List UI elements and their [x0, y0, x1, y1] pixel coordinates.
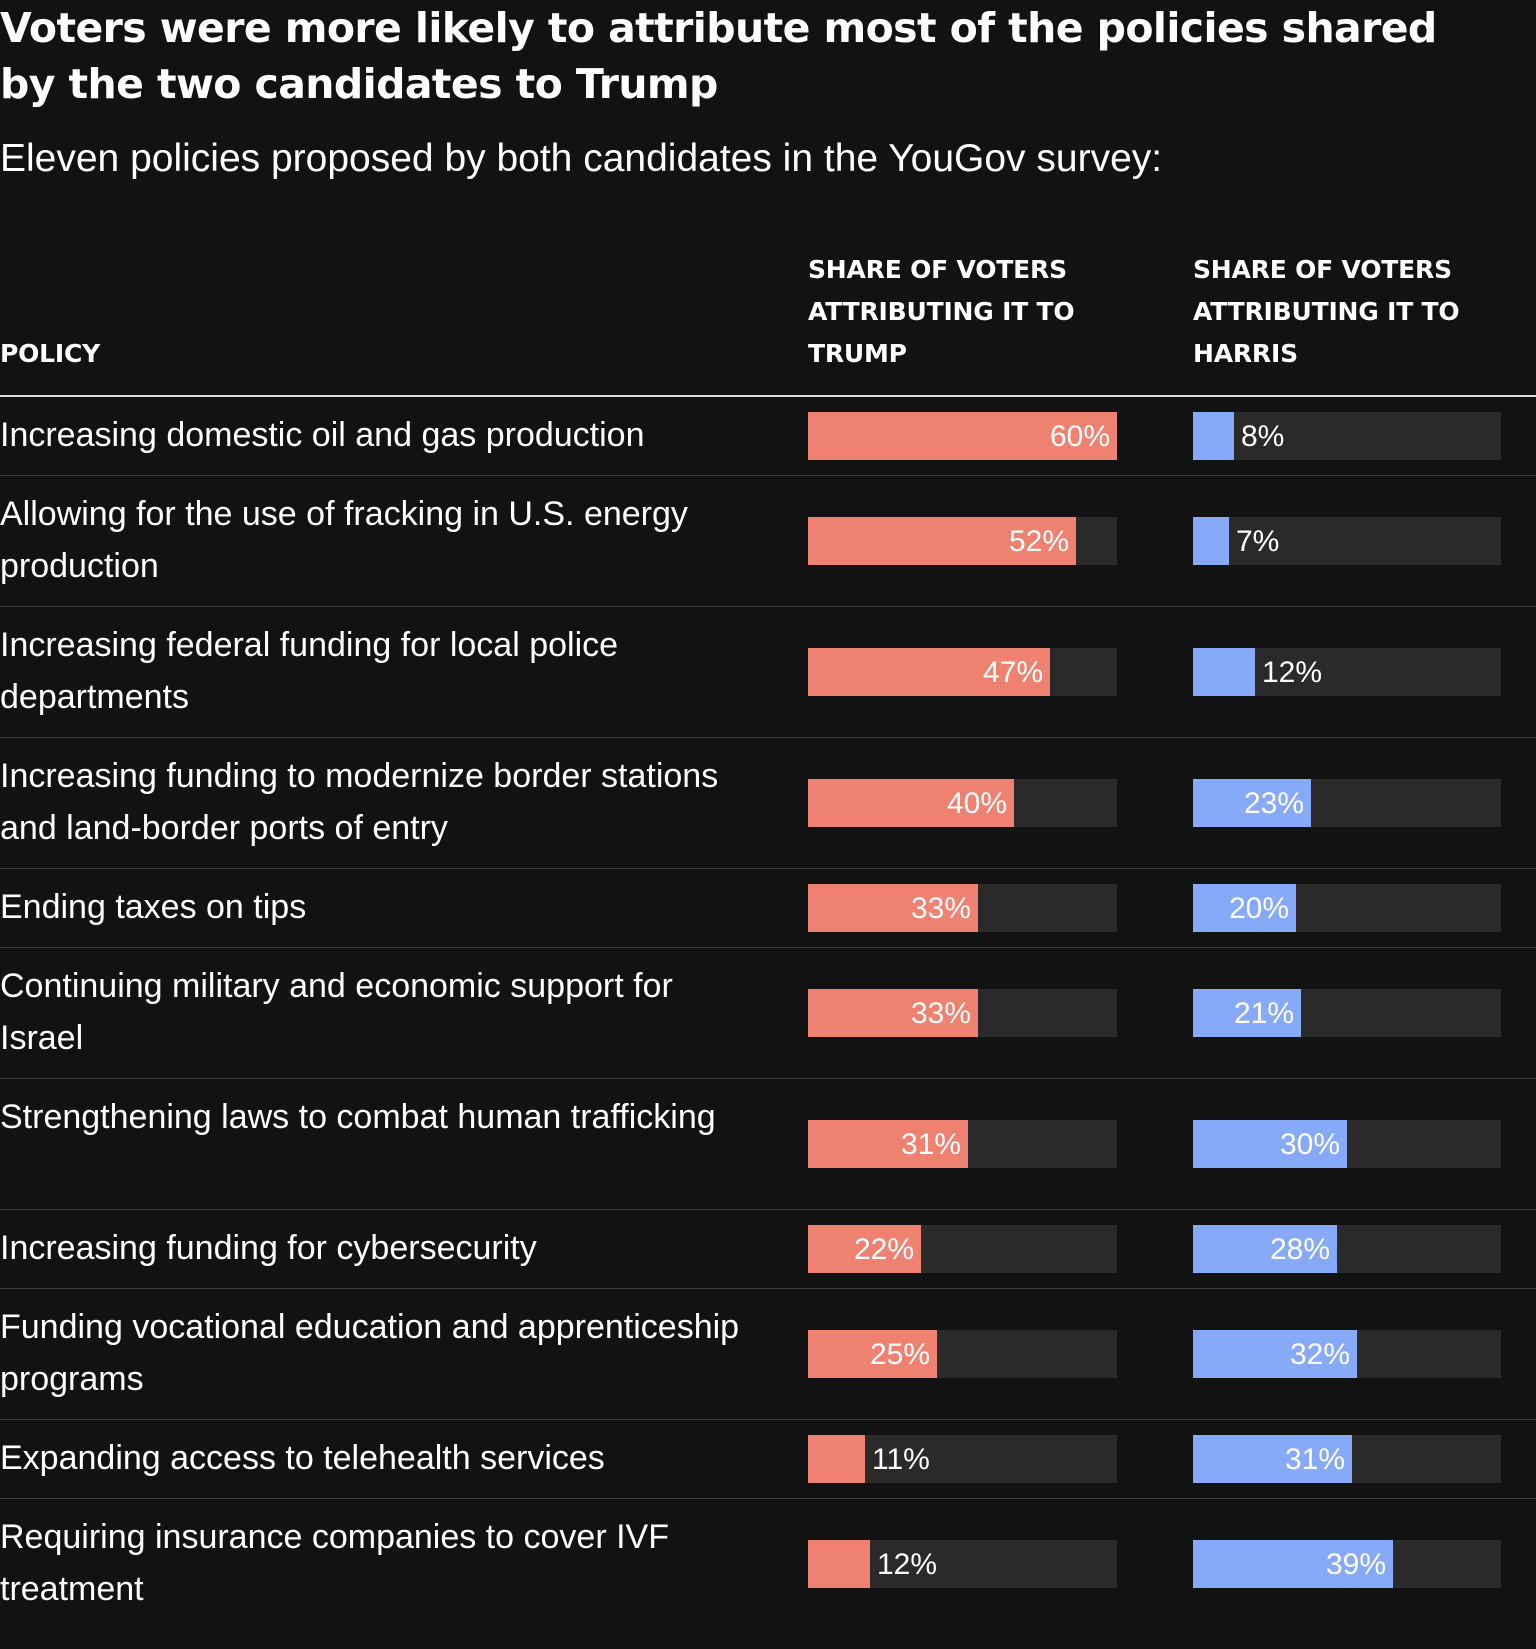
harris-bar-track: 32%	[1193, 1330, 1501, 1378]
trump-bar	[808, 884, 978, 932]
trump-bar	[808, 648, 1050, 696]
trump-bar	[808, 517, 1076, 565]
harris-bar-track: 30%	[1193, 1120, 1501, 1168]
harris-value-label: 39%	[1325, 1548, 1386, 1581]
harris-bar	[1193, 1120, 1347, 1168]
trump-value-label: 22%	[853, 1233, 914, 1266]
policy-label: Continuing military and economic support…	[0, 967, 673, 1057]
trump-bar-track: 52%	[808, 517, 1117, 565]
harris-value-label: 32%	[1289, 1338, 1350, 1371]
trump-bar-track: 11%	[808, 1435, 1117, 1483]
table-row: Requiring insurance companies to cover I…	[0, 1499, 1536, 1630]
policy-label: Increasing domestic oil and gas producti…	[0, 416, 645, 454]
trump-bar	[808, 1225, 921, 1273]
harris-bar-track: 7%	[1193, 517, 1501, 565]
harris-bar	[1193, 412, 1234, 460]
harris-bar	[1193, 1435, 1352, 1483]
trump-bar-track: 40%	[808, 779, 1117, 827]
harris-value-label: 12%	[1262, 656, 1323, 689]
trump-value-label: 31%	[900, 1128, 961, 1161]
harris-bar-track: 8%	[1193, 412, 1501, 460]
harris-bar	[1193, 1540, 1393, 1588]
trump-bar-track: 22%	[808, 1225, 1117, 1273]
harris-bar	[1193, 779, 1311, 827]
harris-bar	[1193, 517, 1229, 565]
harris-bar-track: 39%	[1193, 1540, 1501, 1588]
policy-label: Increasing funding for cybersecurity	[0, 1229, 537, 1267]
trump-bar	[808, 779, 1014, 827]
harris-bar-track: 12%	[1193, 648, 1501, 696]
chart-title: Voters were more likely to attribute mos…	[0, 4, 1437, 108]
trump-bar-track: 60%	[808, 412, 1117, 460]
policy-label: Strengthening laws to combat human traff…	[0, 1098, 716, 1136]
harris-value-label: 23%	[1243, 787, 1304, 820]
trump-value-label: 25%	[869, 1338, 930, 1371]
harris-value-label: 21%	[1233, 997, 1294, 1030]
harris-value-label: 31%	[1284, 1443, 1345, 1476]
harris-value-label: 28%	[1269, 1233, 1330, 1266]
harris-bar-track: 28%	[1193, 1225, 1501, 1273]
table-row: Increasing domestic oil and gas producti…	[0, 397, 1536, 476]
policy-label: Allowing for the use of fracking in U.S.…	[0, 495, 688, 585]
harris-value-label: 20%	[1228, 892, 1289, 925]
trump-bar-track: 25%	[808, 1330, 1117, 1378]
harris-bar	[1193, 648, 1255, 696]
harris-bar-track: 21%	[1193, 989, 1501, 1037]
table-row: Continuing military and economic support…	[0, 948, 1536, 1079]
table-row: Allowing for the use of fracking in U.S.…	[0, 476, 1536, 607]
trump-bar	[808, 412, 1117, 460]
trump-value-label: 33%	[910, 892, 971, 925]
harris-bar	[1193, 1225, 1337, 1273]
harris-bar	[1193, 1330, 1357, 1378]
table-row: Ending taxes on tips 33% 20%	[0, 869, 1536, 948]
harris-value-label: 7%	[1236, 525, 1280, 558]
policy-label: Ending taxes on tips	[0, 888, 307, 926]
harris-bar-track: 20%	[1193, 884, 1501, 932]
trump-bar-track: 47%	[808, 648, 1117, 696]
table-row: Increasing funding for cybersecurity 22% 2…	[0, 1210, 1536, 1289]
table-row: Expanding access to telehealth services 1…	[0, 1420, 1536, 1499]
chart-subtitle: Eleven policies proposed by both candida…	[0, 137, 1163, 180]
trump-bar	[808, 1435, 865, 1483]
table-row: Strengthening laws to combat human traff…	[0, 1079, 1536, 1210]
policy-label: Expanding access to telehealth services	[0, 1439, 605, 1477]
harris-bar-track: 31%	[1193, 1435, 1501, 1483]
table-row: Funding vocational education and apprent…	[0, 1289, 1536, 1420]
policy-label: Funding vocational education and apprent…	[0, 1308, 740, 1398]
table-row: Increasing funding to modernize border s…	[0, 738, 1536, 869]
trump-column-header: SHARE OF VOTERS ATTRIBUTING IT TO TRUMP	[808, 255, 1075, 368]
trump-value-label: 11%	[872, 1443, 930, 1476]
trump-bar	[808, 1120, 968, 1168]
harris-column-header: SHARE OF VOTERS ATTRIBUTING IT TO HARRIS	[1193, 255, 1460, 368]
header-divider	[0, 395, 1536, 397]
trump-value-label: 60%	[1049, 420, 1110, 453]
trump-bar-track: 33%	[808, 884, 1117, 932]
trump-value-label: 40%	[946, 787, 1007, 820]
table-row: Increasing federal funding for local pol…	[0, 607, 1536, 738]
trump-value-label: 33%	[910, 997, 971, 1030]
policy-column-header: POLICY	[0, 339, 101, 368]
trump-bar	[808, 989, 978, 1037]
trump-bar-track: 31%	[808, 1120, 1117, 1168]
policy-label: Requiring insurance companies to cover I…	[0, 1518, 669, 1608]
trump-value-label: 12%	[877, 1548, 938, 1581]
policy-table: Increasing domestic oil and gas producti…	[0, 397, 1536, 1630]
trump-value-label: 52%	[1008, 525, 1069, 558]
trump-bar-track: 12%	[808, 1540, 1117, 1588]
trump-bar	[808, 1540, 870, 1588]
harris-bar	[1193, 884, 1296, 932]
trump-value-label: 47%	[982, 656, 1043, 689]
trump-bar	[808, 1330, 937, 1378]
policy-label: Increasing federal funding for local pol…	[0, 626, 619, 716]
harris-value-label: 8%	[1241, 420, 1285, 453]
harris-bar-track: 23%	[1193, 779, 1501, 827]
harris-bar	[1193, 989, 1301, 1037]
policy-label: Increasing funding to modernize border s…	[0, 757, 719, 847]
harris-value-label: 30%	[1279, 1128, 1340, 1161]
trump-bar-track: 33%	[808, 989, 1117, 1037]
